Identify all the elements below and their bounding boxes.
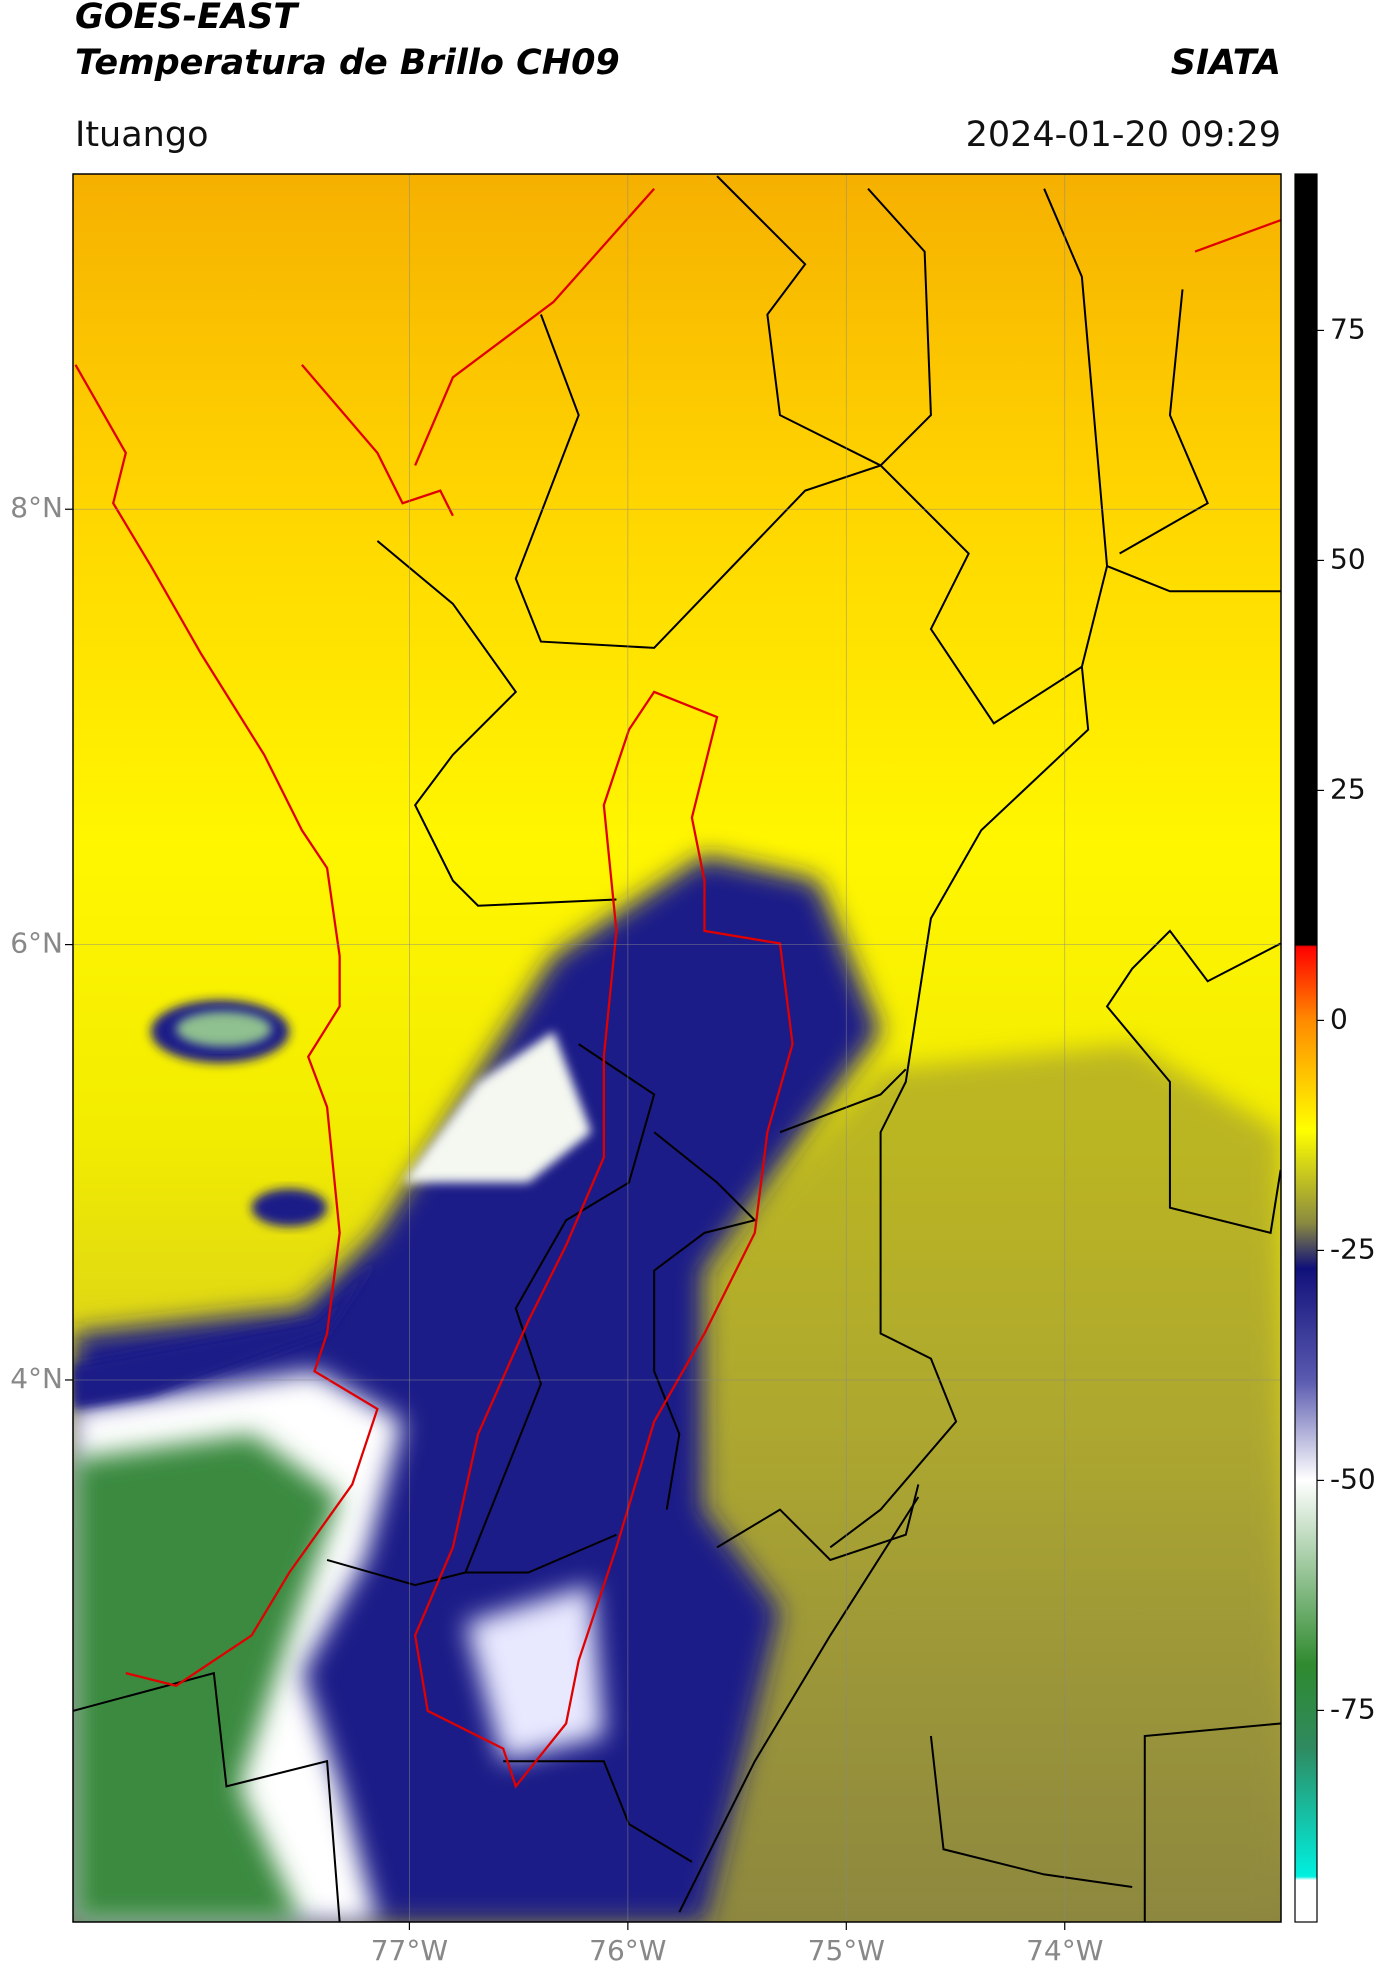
colorbar [1294, 173, 1318, 1923]
colorbar-tick-label: 0 [1330, 1002, 1348, 1035]
colorbar-tick-label: -25 [1330, 1232, 1376, 1265]
y-tick-label: 4°N [10, 1362, 63, 1395]
x-tick-label: 74°W [1026, 1934, 1103, 1967]
x-tick-label: 76°W [589, 1934, 666, 1967]
product-title: Temperatura de Brillo CH09 [75, 43, 620, 83]
datetime: 2024-01-20 09:29 [966, 115, 1281, 155]
place-name: Ituango [75, 115, 209, 155]
y-tick-label: 8°N [10, 491, 63, 524]
satellite-image [73, 174, 1281, 1922]
satellite-name: GOES-EAST [75, 0, 300, 37]
colorbar-tick-label: -50 [1330, 1462, 1376, 1495]
colorbar-tick-label: 50 [1330, 542, 1366, 575]
x-tick-label: 77°W [371, 1934, 448, 1967]
x-tick-label: 75°W [808, 1934, 885, 1967]
organization: SIATA [1171, 43, 1281, 83]
y-tick-label: 6°N [10, 927, 63, 960]
graticule [73, 174, 1281, 1922]
colorbar-tick-label: 75 [1330, 312, 1366, 345]
colorbar-tick-label: -75 [1330, 1692, 1376, 1725]
colorbar-tick-label: 25 [1330, 772, 1366, 805]
map-frame [72, 173, 1282, 1923]
